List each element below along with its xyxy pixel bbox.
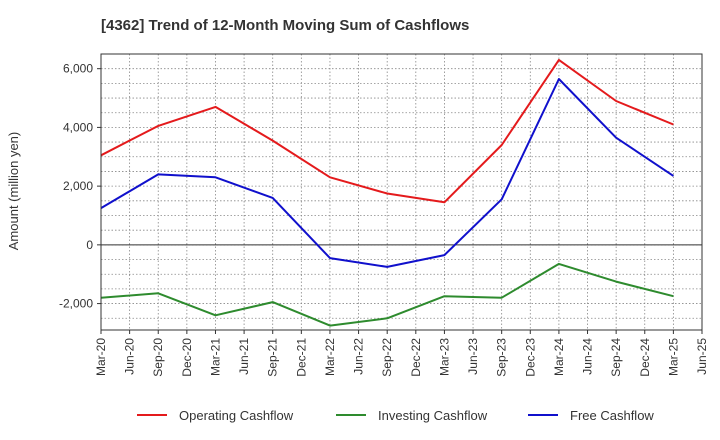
y-tick-label: 2,000 [63,179,93,193]
plot-frame [100,53,703,331]
x-tick-label: Mar-20 [94,338,108,376]
y-axis-label: Amount (million yen) [6,132,21,251]
series-group [100,58,674,327]
x-tick-label: Sep-22 [380,338,394,377]
x-tick-label: Mar-25 [666,338,680,376]
y-tick-label: 0 [86,238,93,252]
x-tick-label: Dec-23 [523,338,537,377]
series-line-investing-cashflow [100,262,674,327]
x-tick-label: Jun-21 [237,338,251,375]
y-tick-labels: -2,000 0 2,000 4,000 6,000 [59,62,101,311]
x-tick-labels: Mar-20 Jun-20 Sep-20 Dec-20 Mar-21 Jun-21 Sep-… [94,330,709,377]
x-tick-label: Sep-24 [609,338,623,377]
x-tick-label: Mar-21 [208,338,222,376]
x-tick-label: Jun-22 [352,338,366,375]
y-tick-label: 4,000 [63,120,93,134]
x-tick-label: Jun-25 [695,338,709,375]
x-tick-label: Mar-22 [323,338,337,376]
x-tick-label: Dec-22 [409,338,423,377]
legend-label-operating-cashflow: Operating Cashflow [179,408,294,423]
y-tick-label: -2,000 [59,297,93,311]
series-line-operating-cashflow [100,58,674,204]
x-tick-label: Jun-23 [466,338,480,375]
legend-label-free-cashflow: Free Cashflow [570,408,654,423]
chart-title: [4362] Trend of 12-Month Moving Sum of C… [101,17,469,34]
y-tick-label: 6,000 [63,62,93,76]
plot-area [101,54,702,330]
x-tick-label: Sep-23 [495,338,509,377]
series-line-free-cashflow [100,78,674,268]
x-tick-label: Mar-24 [552,338,566,376]
x-tick-label: Jun-24 [581,338,595,375]
legend: Operating Cashflow Investing Cashflow Free… [137,408,654,423]
legend-label-investing-cashflow: Investing Cashflow [378,408,488,423]
x-tick-label: Sep-21 [266,338,280,377]
x-tick-label: Dec-21 [294,338,308,377]
x-tick-label: Jun-20 [123,338,137,375]
x-tick-label: Dec-20 [180,338,194,377]
x-tick-label: Mar-23 [437,338,451,376]
x-tick-label: Dec-24 [638,338,652,377]
x-tick-label: Sep-20 [151,338,165,377]
